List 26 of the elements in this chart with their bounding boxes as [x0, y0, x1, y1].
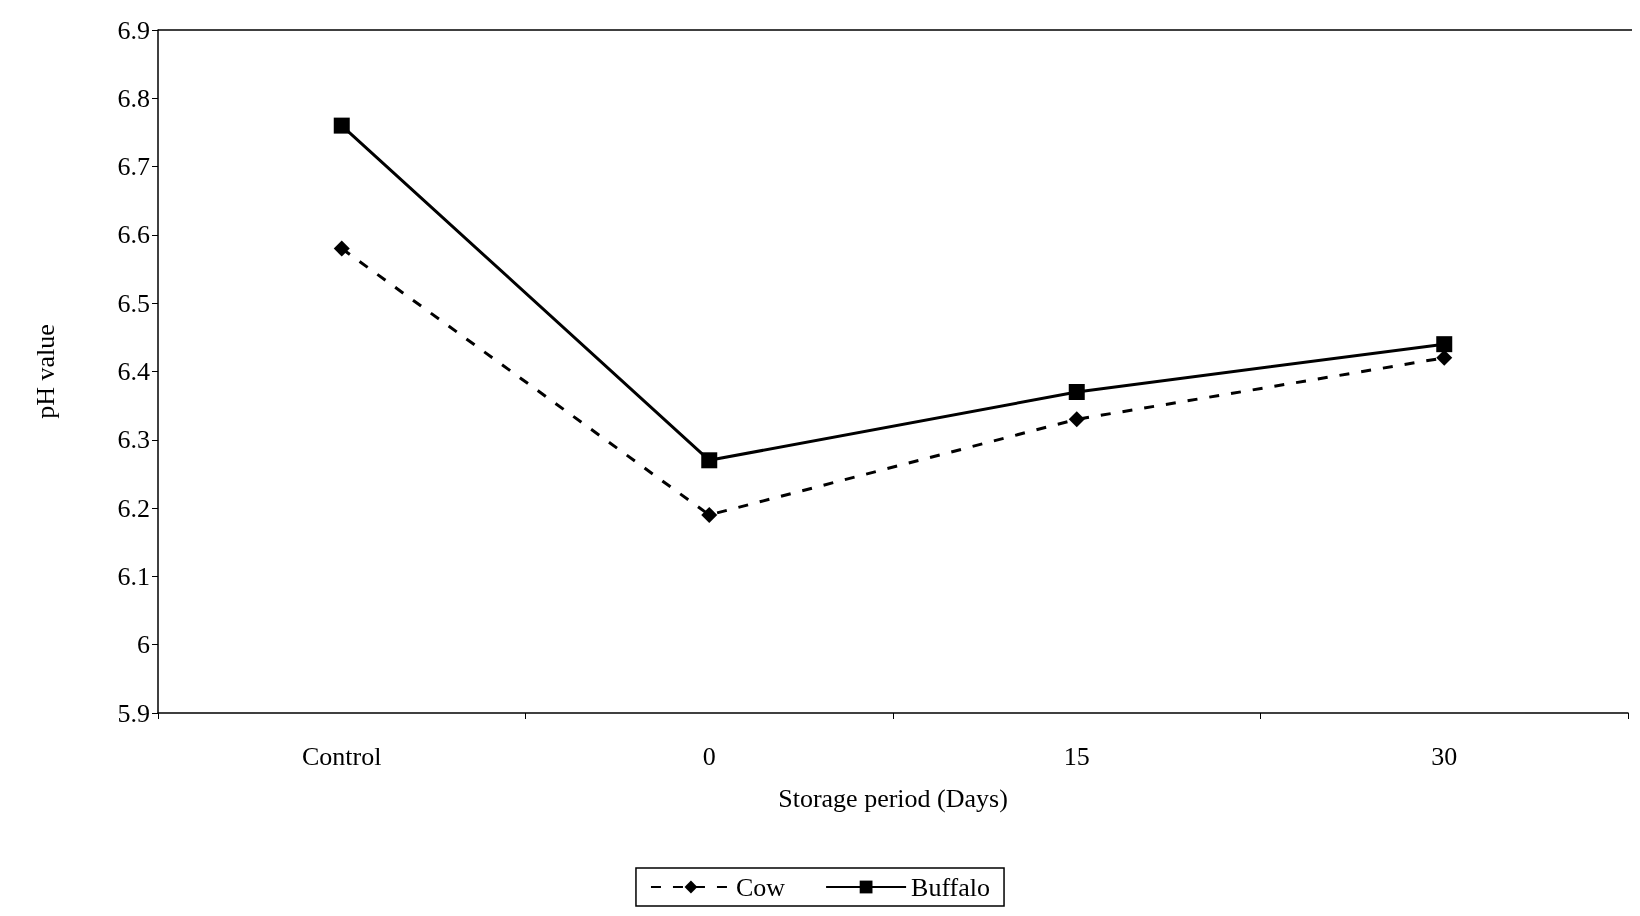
y-tick-label: 6.1 — [117, 561, 150, 591]
y-tick-label: 5.9 — [117, 698, 150, 728]
legend-label: Buffalo — [911, 872, 991, 902]
y-tick-label: 6 — [137, 630, 150, 660]
x-tick-label: 0 — [702, 741, 716, 771]
y-tick-label: 6.5 — [117, 288, 150, 318]
y-axis-title: pH value — [30, 324, 60, 419]
legend-label: Cow — [735, 872, 786, 902]
y-tick-label: 6.8 — [117, 83, 150, 113]
x-tick-label: 15 — [1063, 741, 1090, 771]
y-tick-label: 6.4 — [117, 357, 150, 386]
point — [1068, 411, 1085, 428]
x-tick-label: 30 — [1431, 741, 1458, 771]
point — [1068, 383, 1085, 400]
y-tick-label: 6.6 — [117, 220, 150, 250]
y-tick-label: 6.3 — [117, 425, 150, 455]
point — [1436, 336, 1453, 353]
x-axis-title: Storage period (Days) — [778, 783, 1008, 813]
y-tick-label: 6.9 — [117, 15, 150, 45]
point — [333, 240, 350, 257]
y-tick-label: 6.2 — [117, 493, 150, 523]
y-tick-label: 6.7 — [117, 152, 150, 182]
point — [333, 117, 350, 134]
point — [701, 506, 718, 523]
point — [701, 452, 718, 469]
x-tick-label: Control — [302, 741, 382, 771]
